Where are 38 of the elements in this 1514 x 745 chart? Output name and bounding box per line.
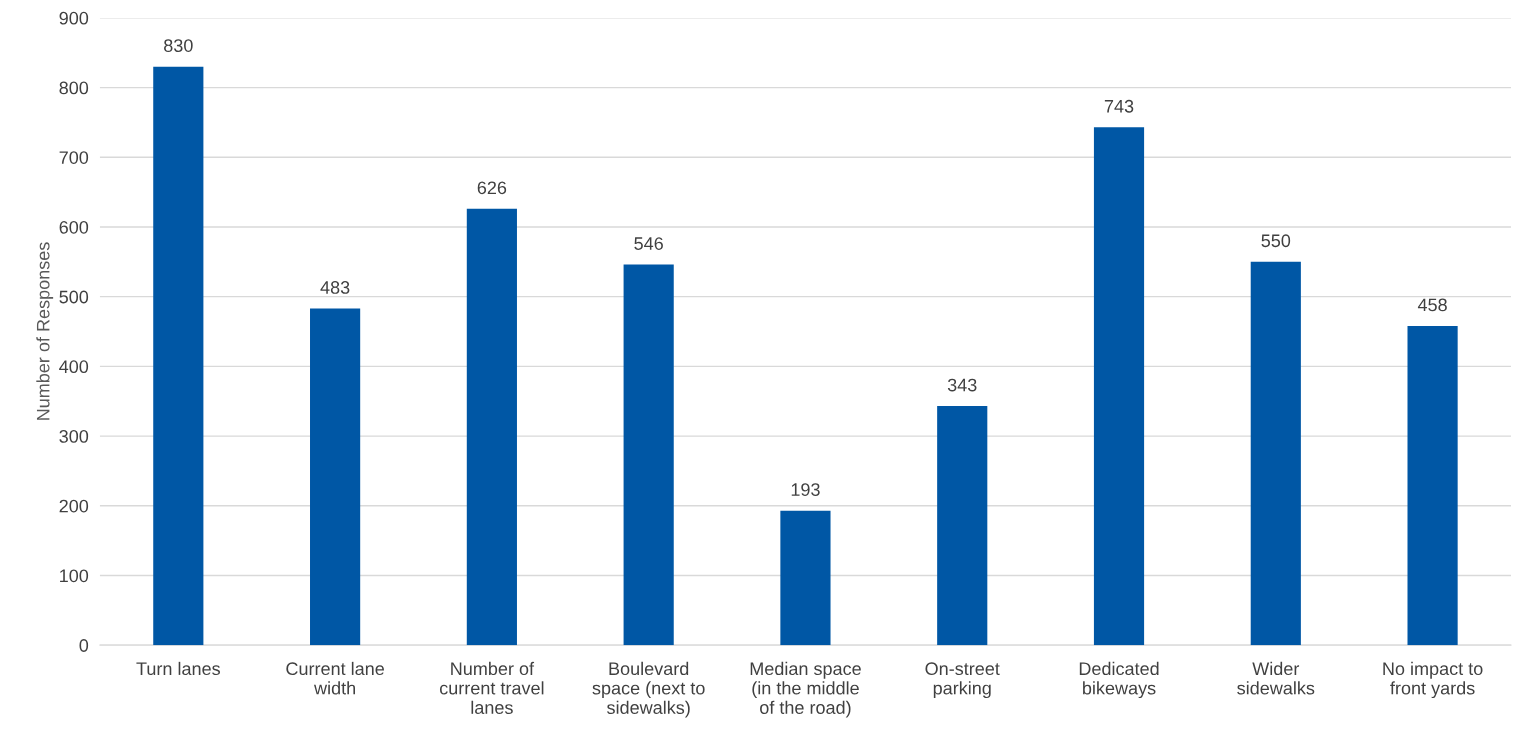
y-tick-label: 400 bbox=[59, 360, 89, 374]
x-tick-label: Dedicated bikeways bbox=[1079, 661, 1159, 699]
y-tick-label: 900 bbox=[59, 11, 89, 25]
bar bbox=[310, 308, 361, 646]
x-tick-label: Boulevard space (next to sidewalks) bbox=[592, 661, 705, 718]
data-label: 343 bbox=[947, 378, 977, 392]
bar bbox=[1407, 325, 1458, 646]
y-tick-label: 100 bbox=[60, 569, 89, 583]
bar bbox=[153, 66, 204, 646]
x-tick-label: Median space (in the middle of the road) bbox=[750, 661, 861, 718]
data-label: 830 bbox=[164, 39, 193, 52]
data-label: 550 bbox=[1261, 234, 1291, 248]
y-tick-label: 700 bbox=[59, 151, 89, 164]
y-tick-label: 0 bbox=[79, 639, 89, 652]
y-axis-title: Number of Responses bbox=[36, 242, 54, 420]
data-label: 483 bbox=[320, 281, 350, 294]
x-tick-label: Turn lanes bbox=[136, 661, 220, 676]
y-tick-label: 800 bbox=[59, 81, 89, 95]
data-label: 626 bbox=[477, 181, 507, 195]
x-tick-label: On-street parking bbox=[925, 662, 1000, 699]
bar bbox=[466, 208, 517, 646]
x-tick-label: No impact to front yards bbox=[1383, 661, 1483, 699]
bar bbox=[623, 264, 674, 646]
data-label: 193 bbox=[791, 483, 820, 496]
data-label: 743 bbox=[1104, 99, 1134, 113]
bar bbox=[1093, 127, 1145, 646]
y-tick-label: 600 bbox=[59, 220, 89, 234]
data-label: 546 bbox=[634, 237, 663, 250]
bar bbox=[937, 406, 988, 646]
y-tick-label: 200 bbox=[59, 499, 89, 513]
x-tick-label: Wider sidewalks bbox=[1237, 661, 1315, 695]
y-tick-label: 300 bbox=[59, 430, 89, 443]
x-tick-label: Number of current travel lanes bbox=[439, 661, 544, 714]
data-label: 458 bbox=[1417, 298, 1447, 312]
y-tick-label: 500 bbox=[59, 290, 89, 304]
x-tick-label: Current lane width bbox=[286, 661, 384, 695]
bar bbox=[780, 510, 831, 646]
bar bbox=[1250, 261, 1301, 646]
